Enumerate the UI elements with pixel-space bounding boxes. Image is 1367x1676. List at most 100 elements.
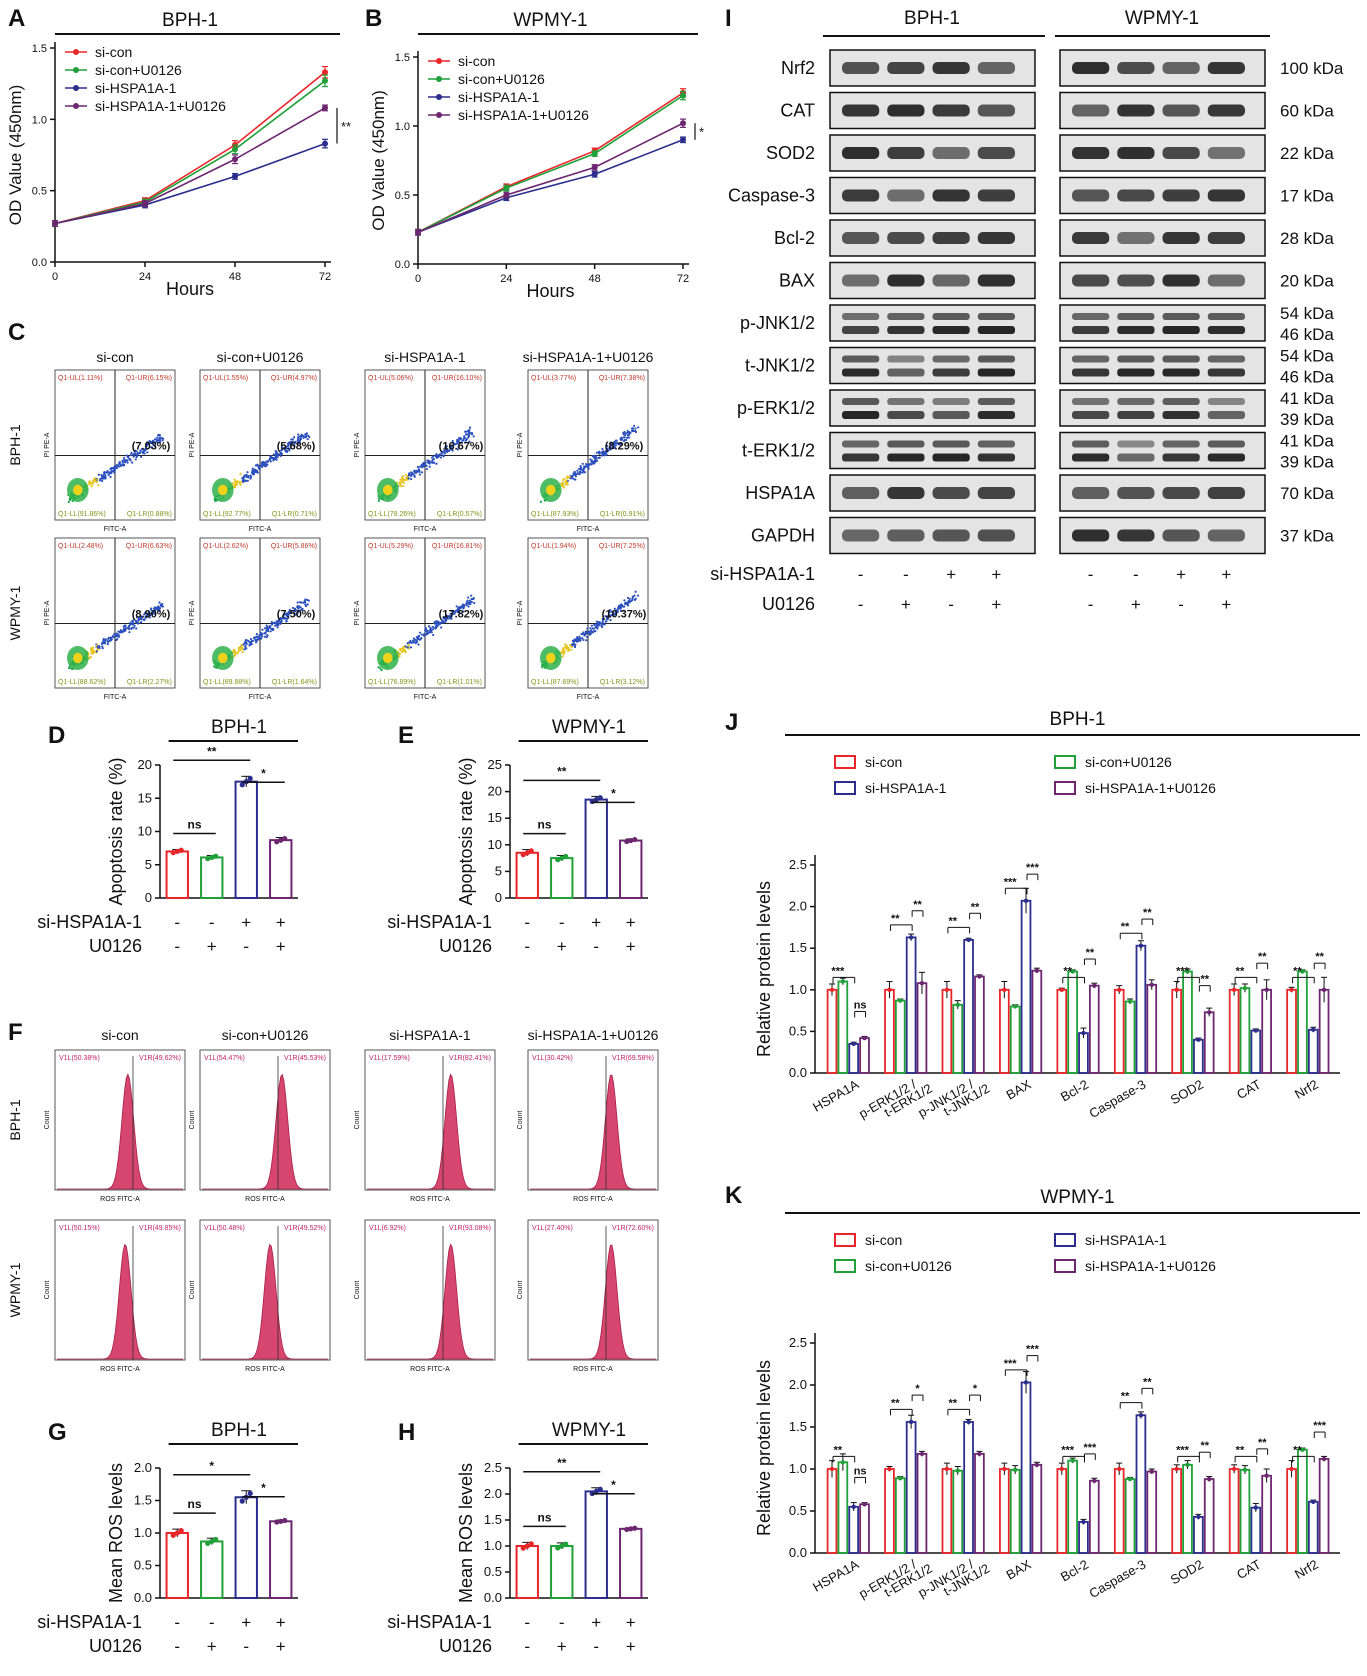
event-dot — [238, 481, 241, 484]
event-dot — [157, 605, 160, 608]
event-dot — [298, 439, 302, 442]
bar-si-HSPA1A-1 — [848, 1505, 860, 1554]
plot-frame — [527, 1049, 659, 1191]
protein-band — [1117, 274, 1155, 287]
event-dot — [298, 601, 302, 604]
quadrant-label-lr: Q1-LR(3.12%) — [600, 679, 645, 686]
event-dot — [275, 451, 278, 454]
y-axis-label: Mean ROS levels — [456, 1463, 476, 1603]
event-dot — [398, 481, 401, 484]
protein-label: GAPDH — [751, 526, 815, 546]
sig-label: ** — [1143, 1376, 1152, 1388]
event-dot — [275, 453, 278, 456]
replicate-dot — [278, 837, 284, 843]
event-dot — [560, 483, 564, 486]
event-dot — [254, 469, 257, 472]
treatment-sign: - — [524, 1637, 530, 1656]
quadrant-label-lr: Q1-LR(0.88%) — [127, 511, 172, 518]
protein-band — [932, 440, 970, 448]
event-dot — [137, 616, 140, 620]
event-dot — [628, 433, 631, 436]
replicate-dot — [213, 1536, 219, 1543]
event-dot — [435, 453, 438, 456]
sig-label: * — [915, 1383, 920, 1395]
quadrant-label-ur: Q1-UR(16.10%) — [432, 375, 482, 382]
protein-band — [932, 453, 970, 462]
event-dot — [108, 639, 111, 642]
event-dot — [291, 438, 294, 441]
event-dot — [597, 456, 600, 459]
sig-label: *** — [1026, 862, 1040, 874]
event-dot — [256, 635, 259, 638]
protein-band — [1162, 398, 1200, 405]
protein-band — [1162, 411, 1200, 419]
plot-frame — [199, 1049, 331, 1191]
event-dot — [294, 440, 297, 443]
event-dot — [113, 465, 116, 468]
event-dot — [118, 630, 121, 634]
density-peak — [383, 484, 393, 496]
event-dot — [604, 620, 607, 623]
density-peak — [546, 652, 556, 664]
x-axis-label: FITC-A — [577, 694, 600, 701]
bar-si-con — [826, 1468, 838, 1554]
replicate-dot — [1059, 987, 1064, 992]
sig-label: ** — [891, 913, 900, 925]
gate-label-right: V1R(49.52%) — [284, 1225, 326, 1232]
y-tick-label: 5 — [495, 863, 502, 878]
bar-si-con+U0126 — [1124, 1000, 1136, 1074]
protein-band — [977, 313, 1015, 320]
legend-label: si-con+U0126 — [865, 1258, 952, 1274]
legend-label: si-con+U0126 — [95, 62, 182, 78]
event-dot — [234, 482, 237, 486]
event-dot — [614, 439, 617, 442]
row-label: WPMY-1 — [7, 585, 23, 640]
replicate-dot — [908, 935, 914, 940]
protein-label: t-ERK1/2 — [742, 441, 815, 461]
event-dot — [282, 447, 285, 450]
y-tick-label: 1.0 — [789, 1461, 807, 1476]
event-dot — [70, 667, 73, 670]
event-dot — [413, 475, 416, 478]
event-dot — [420, 471, 424, 474]
event-dot — [470, 594, 473, 597]
event-dot — [159, 440, 162, 443]
size-label: 41 kDa — [1280, 432, 1334, 451]
x-axis-label: ROS FITC-A — [573, 1196, 613, 1203]
event-dot — [128, 631, 131, 634]
quadrant-percent: (8.90%) — [132, 609, 171, 621]
size-label: 46 kDa — [1280, 325, 1334, 344]
legend-marker — [73, 85, 79, 91]
event-dot — [581, 632, 585, 635]
legend-swatch — [834, 781, 856, 795]
event-dot — [286, 442, 290, 445]
event-dot — [441, 451, 444, 454]
event-dot — [263, 627, 267, 630]
protein-band — [1117, 326, 1155, 334]
event-dot — [444, 616, 447, 619]
legend-swatch — [1054, 781, 1076, 795]
category-label: CAT — [1234, 1557, 1263, 1583]
legend-label: si-HSPA1A-1+U0126 — [1085, 780, 1216, 796]
event-dot — [129, 459, 132, 462]
event-dot — [451, 447, 454, 450]
comparison-label: ** — [557, 1456, 567, 1470]
treatment-sign: - — [174, 1637, 180, 1656]
protein-band — [1207, 440, 1245, 448]
replicate-dot — [1185, 1462, 1190, 1468]
blot-strip — [1059, 304, 1266, 342]
y-tick-label: 0.5 — [484, 1564, 502, 1579]
data-point — [232, 156, 238, 163]
event-dot — [96, 646, 100, 649]
event-dot — [108, 472, 111, 475]
bar-si-HSPA1A-1 — [1193, 1038, 1204, 1074]
chart-title: BPH-1 — [211, 717, 267, 738]
replicate-dot — [178, 1528, 184, 1534]
event-dot — [570, 474, 574, 478]
y-axis-label: Mean ROS levels — [106, 1463, 126, 1603]
protein-band — [1117, 398, 1155, 405]
y-axis-label: Count — [189, 1281, 196, 1300]
protein-band — [1117, 440, 1155, 448]
event-dot — [142, 452, 145, 455]
